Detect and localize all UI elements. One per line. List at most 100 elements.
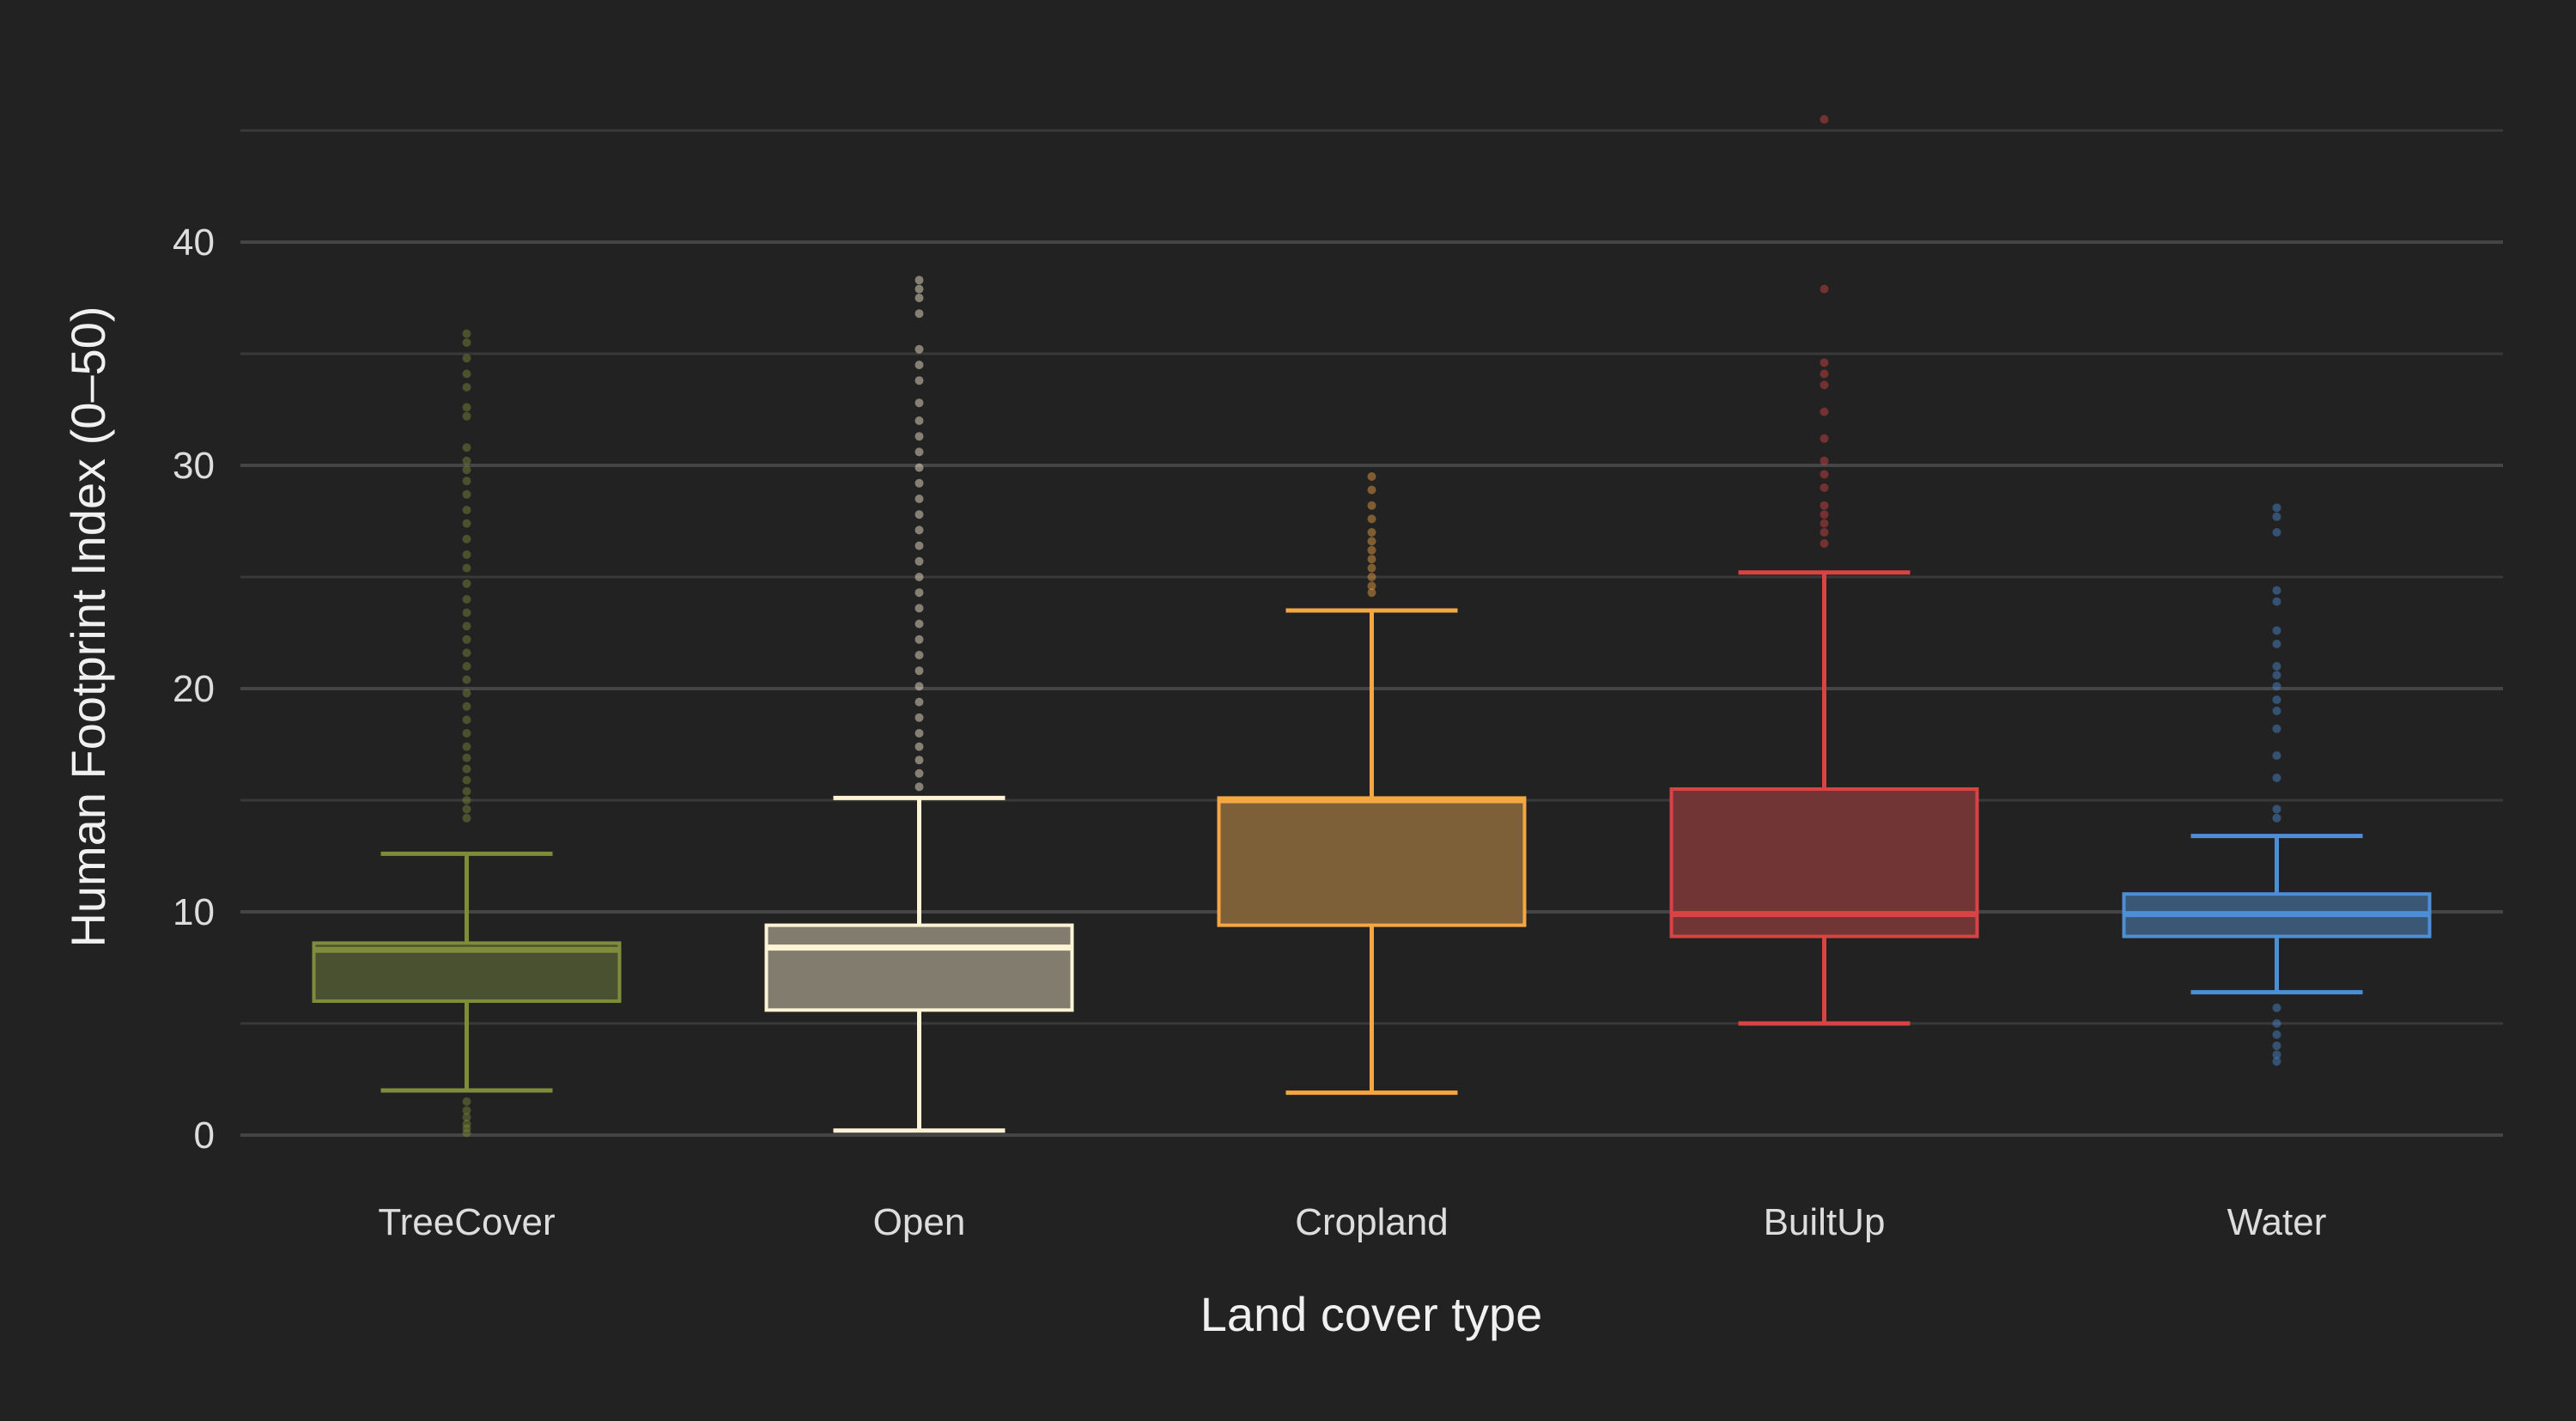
outlier-point	[1820, 407, 1829, 416]
outlier-point	[1820, 380, 1829, 390]
outlier-point	[2272, 528, 2281, 537]
x-tick-label: BuiltUp	[1764, 1201, 1886, 1243]
outlier-point	[1820, 510, 1829, 519]
x-axis-ticks: TreeCover Open Cropland BuiltUp Water	[378, 1201, 2326, 1243]
outlier-point	[2272, 1030, 2281, 1039]
box-group-cropland	[1217, 472, 1527, 1096]
outlier-point	[462, 648, 471, 658]
outlier-point	[1820, 501, 1829, 510]
outlier-point	[1820, 115, 1829, 124]
outlier-point	[462, 675, 471, 684]
outlier-point	[914, 729, 924, 738]
outlier-point	[914, 604, 924, 613]
outlier-point	[914, 344, 924, 354]
outlier-point	[1820, 470, 1829, 479]
outlier-point	[462, 775, 471, 785]
outlier-point	[1367, 545, 1376, 555]
box-group-builtup	[1669, 115, 1979, 1026]
outlier-point	[914, 361, 924, 369]
outlier-point	[914, 713, 924, 722]
outlier-point	[2272, 813, 2281, 823]
box-layer	[312, 115, 2432, 1138]
outlier-point	[462, 338, 471, 347]
outlier-point	[2272, 640, 2281, 648]
box-iqr	[1217, 796, 1527, 927]
outlier-point	[462, 506, 471, 514]
y-axis-title: Human Footprint Index (0–50)	[61, 306, 115, 947]
box-iqr	[764, 923, 1074, 1012]
outlier-point	[462, 443, 471, 452]
outlier-point	[1367, 472, 1376, 481]
outlier-point	[1367, 573, 1376, 581]
outlier-point	[1820, 369, 1829, 379]
outlier-point	[1367, 485, 1376, 495]
x-tick-label: Open	[873, 1201, 966, 1243]
outlier-point	[914, 284, 924, 294]
outlier-point	[2272, 586, 2281, 595]
outlier-point	[462, 753, 471, 762]
outlier-point	[462, 715, 471, 725]
x-tick-label: TreeCover	[378, 1201, 555, 1243]
outlier-point	[2272, 707, 2281, 715]
outlier-point	[462, 1113, 471, 1122]
outlier-point	[2272, 724, 2281, 733]
outlier-point	[914, 635, 924, 644]
outlier-point	[914, 478, 924, 488]
x-tick-label: Water	[2227, 1201, 2327, 1243]
y-tick-label: 0	[194, 1114, 215, 1157]
outlier-point	[1367, 588, 1376, 598]
outlier-point	[1820, 358, 1829, 367]
outlier-point	[462, 786, 471, 796]
box-group-open	[764, 276, 1074, 1133]
outlier-point	[914, 541, 924, 550]
outlier-point	[914, 651, 924, 659]
outlier-point	[2272, 597, 2281, 606]
outlier-point	[914, 525, 924, 535]
outlier-point	[914, 768, 924, 778]
outlier-point	[462, 764, 471, 774]
y-tick-label: 10	[173, 891, 215, 933]
y-tick-label: 40	[173, 222, 215, 264]
outlier-point	[2272, 695, 2281, 704]
outlier-point	[914, 463, 924, 472]
outlier-point	[462, 411, 471, 421]
outlier-point	[914, 510, 924, 519]
outlier-point	[462, 635, 471, 644]
outlier-point	[2272, 774, 2281, 782]
outlier-point	[462, 608, 471, 617]
outlier-point	[462, 354, 471, 363]
outlier-point	[1820, 528, 1829, 537]
outlier-point	[462, 1106, 471, 1115]
outlier-point	[462, 563, 471, 573]
outlier-point	[914, 276, 924, 285]
outlier-point	[2272, 626, 2281, 635]
outlier-point	[914, 697, 924, 707]
outlier-point	[914, 398, 924, 408]
outlier-point	[914, 782, 924, 792]
outlier-point	[462, 1124, 471, 1133]
outlier-point	[462, 796, 471, 805]
outlier-point	[914, 416, 924, 425]
x-tick-label: Cropland	[1295, 1201, 1449, 1243]
outlier-point	[914, 682, 924, 691]
outlier-point	[462, 534, 471, 544]
outlier-point	[2272, 805, 2281, 814]
outlier-point	[462, 369, 471, 379]
outlier-point	[914, 309, 924, 319]
outlier-point	[462, 519, 471, 528]
outlier-point	[914, 573, 924, 581]
outlier-point	[462, 1097, 471, 1106]
outlier-point	[2272, 1019, 2281, 1028]
outlier-point	[462, 595, 471, 604]
outlier-point	[462, 465, 471, 475]
y-tick-label: 30	[173, 445, 215, 487]
outlier-point	[462, 403, 471, 412]
outlier-point	[462, 1128, 471, 1138]
outlier-point	[1367, 563, 1376, 573]
outlier-point	[2272, 512, 2281, 521]
outlier-point	[462, 1120, 471, 1128]
box-group-treecover	[312, 329, 622, 1138]
